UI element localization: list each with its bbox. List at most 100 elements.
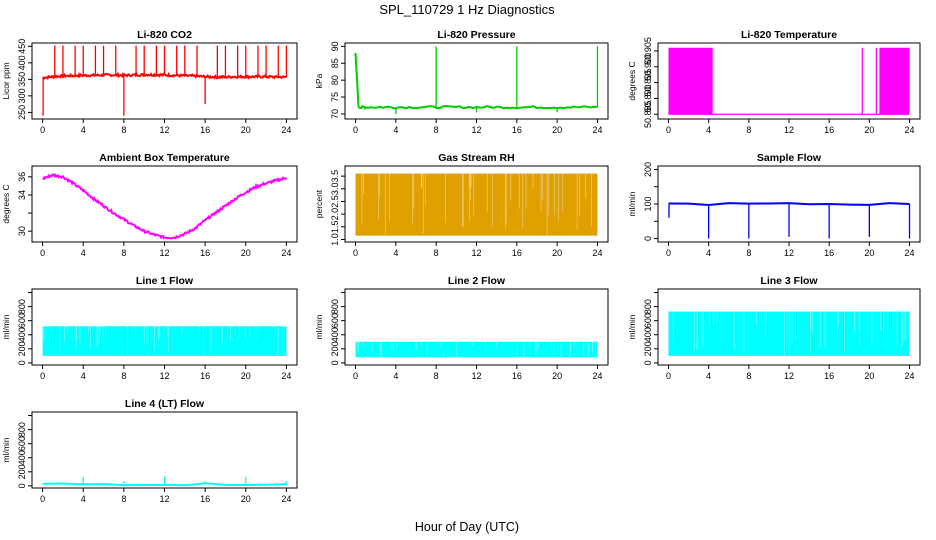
x-tick-label: 24 [592, 125, 602, 135]
panel-title: Line 2 Flow [448, 275, 506, 287]
panel-title: Ambient Box Temperature [99, 152, 230, 164]
series-line [354, 52, 598, 111]
x-tick-label: 16 [200, 248, 210, 258]
y-tick-label: 50.890 [643, 85, 653, 113]
x-tick-label: 20 [241, 248, 251, 258]
x-tick-label: 8 [434, 248, 439, 258]
x-tick-label: 8 [121, 125, 126, 135]
y-axis-label: ml/min [1, 437, 11, 462]
x-tick-label: 0 [353, 371, 358, 381]
y-tick-label: 1.5 [330, 221, 340, 234]
x-tick-label: 0 [666, 125, 671, 135]
y-tick-label: 400 [330, 327, 340, 342]
y-tick-label: 300 [17, 88, 27, 103]
y-tick-label: 2.5 [330, 195, 340, 208]
data-marks [668, 47, 910, 115]
data-marks [42, 476, 288, 487]
y-tick-label: 200 [643, 341, 653, 356]
x-tick-label: 16 [512, 371, 522, 381]
panel-title: Sample Flow [757, 152, 822, 164]
x-tick-label: 4 [706, 125, 711, 135]
y-tick-label: 50.905 [643, 37, 653, 65]
y-tick-label: 0 [643, 236, 653, 241]
y-tick-label: 75 [330, 92, 340, 102]
panel-3: Li-820 Temperature degrees C 0 4 8 12 16 20 24 50… [627, 29, 921, 135]
panel-8: Line 2 Flow ml/min 0 4 8 12 16 20 24 0 20040060080… [314, 275, 609, 381]
x-tick-label: 24 [281, 494, 291, 504]
x-tick-label: 24 [281, 125, 291, 135]
y-tick-label: 800 [330, 299, 340, 314]
y-tick-label: 0 [643, 360, 653, 365]
y-tick-label: 85 [330, 58, 340, 68]
panel-2: Li-820 Pressure kPa 0 4 8 12 16 20 24 70 75 80 85 90 [314, 29, 609, 135]
x-tick-label: 8 [434, 125, 439, 135]
panel-10: Line 4 (LT) Flow ml/min 0 4 8 12 16 20 24 0 200400… [1, 398, 298, 504]
panel-title: Li-820 CO2 [137, 29, 192, 41]
x-tick-label: 24 [281, 371, 291, 381]
x-tick-label: 12 [471, 248, 481, 258]
data-band [355, 341, 598, 358]
figure-x-axis-label: Hour of Day (UTC) [415, 520, 519, 534]
x-tick-label: 16 [824, 248, 834, 258]
x-tick-label: 4 [393, 248, 398, 258]
y-tick-label: 350 [17, 72, 27, 87]
y-tick-label: 450 [17, 39, 27, 54]
data-marks [668, 202, 911, 239]
plot-frame [31, 165, 298, 243]
x-tick-label: 20 [552, 371, 562, 381]
y-tick-label: 400 [17, 55, 27, 70]
y-tick-label: 50.895 [643, 69, 653, 97]
y-tick-label: 600 [17, 313, 27, 328]
x-tick-label: 16 [512, 248, 522, 258]
y-axis-label: ml/min [627, 314, 637, 339]
x-tick-label: 20 [552, 125, 562, 135]
y-tick-label: 800 [17, 422, 27, 437]
x-tick-label: 0 [40, 494, 45, 504]
series-line [42, 482, 287, 487]
panel-title: Gas Stream RH [438, 152, 514, 164]
y-tick-label: 200 [17, 341, 27, 356]
data-marks [668, 311, 910, 356]
x-tick-label: 24 [592, 248, 602, 258]
x-tick-label: 20 [241, 494, 251, 504]
data-band [42, 326, 287, 356]
x-tick-label: 24 [905, 248, 915, 258]
x-tick-label: 16 [200, 371, 210, 381]
y-tick-label: 200 [330, 341, 340, 356]
data-marks [42, 326, 287, 356]
y-tick-label: 36 [17, 172, 27, 182]
x-tick-label: 4 [393, 125, 398, 135]
x-tick-label: 4 [706, 248, 711, 258]
plot-frame [31, 411, 298, 489]
y-tick-label: 600 [643, 313, 653, 328]
data-marks [355, 173, 598, 236]
y-axis-label: degrees C [1, 184, 11, 223]
data-marks [355, 341, 598, 358]
x-tick-label: 20 [241, 371, 251, 381]
y-tick-label: 3.5 [330, 170, 340, 183]
x-tick-label: 0 [40, 371, 45, 381]
x-tick-label: 12 [784, 125, 794, 135]
y-tick-label: 0 [17, 360, 27, 365]
y-tick-label: 200 [643, 162, 653, 177]
x-tick-label: 0 [353, 125, 358, 135]
y-tick-label: 1.0 [330, 233, 340, 246]
y-tick-label: 600 [330, 313, 340, 328]
x-tick-label: 8 [746, 371, 751, 381]
y-tick-label: 800 [643, 299, 653, 314]
y-tick-label: 50.885 [643, 100, 653, 128]
x-tick-label: 0 [40, 125, 45, 135]
data-band [668, 47, 713, 115]
x-tick-label: 20 [552, 248, 562, 258]
x-tick-label: 8 [121, 248, 126, 258]
y-tick-label: 90 [330, 41, 340, 51]
y-tick-label: 30 [17, 226, 27, 236]
x-tick-label: 24 [905, 371, 915, 381]
x-tick-label: 0 [666, 371, 671, 381]
x-tick-label: 24 [905, 125, 915, 135]
x-tick-label: 4 [706, 371, 711, 381]
x-tick-label: 8 [746, 248, 751, 258]
data-band [879, 47, 910, 115]
y-axis-label: ml/min [627, 191, 637, 216]
